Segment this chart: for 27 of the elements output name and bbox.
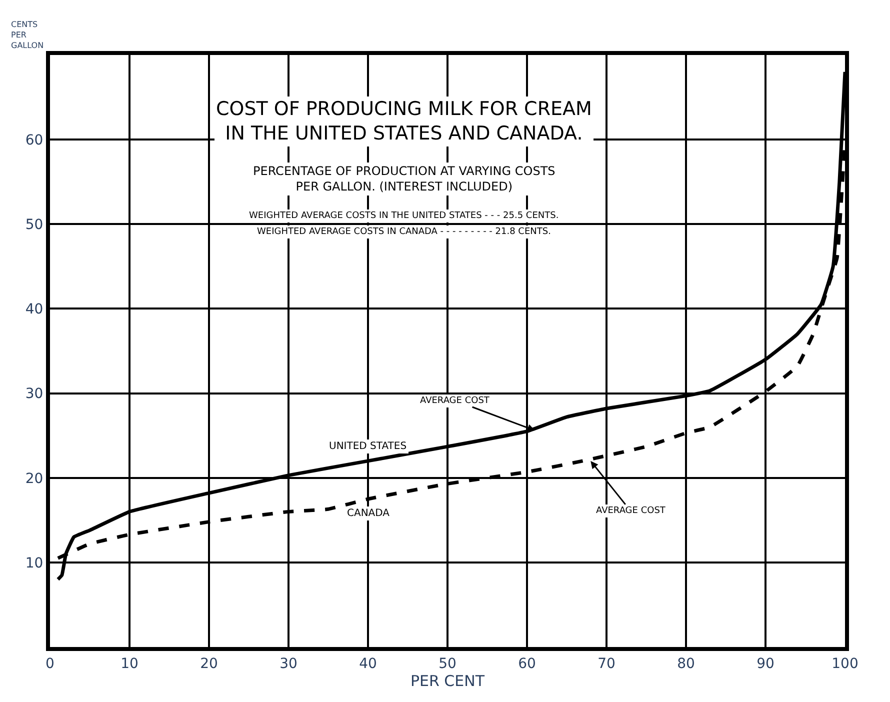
annotation: AVERAGE COST bbox=[420, 396, 490, 406]
x-tick-label: 100 bbox=[832, 656, 858, 672]
x-tick-label: 30 bbox=[280, 656, 298, 672]
y-tick-label: 40 bbox=[25, 302, 44, 318]
y-tick-label: 30 bbox=[25, 386, 44, 402]
x-axis-title: PER CENT bbox=[410, 672, 486, 690]
x-tick-label: 20 bbox=[200, 656, 218, 672]
series-label: CANADA bbox=[347, 508, 390, 519]
y-tick-label: 10 bbox=[25, 555, 44, 572]
x-tick-label: 0 bbox=[46, 656, 54, 672]
x-tick-label: 80 bbox=[677, 656, 695, 672]
x-tick-label: 90 bbox=[756, 656, 774, 672]
x-tick-label: 50 bbox=[438, 656, 456, 672]
x-tick-label: 60 bbox=[518, 656, 536, 672]
x-tick-label: 70 bbox=[598, 656, 616, 672]
y-tick-label: 20 bbox=[25, 470, 44, 487]
annotation: WEIGHTED AVERAGE COSTS IN CANADA - - - - - - - - - 21.8 CENTS. bbox=[257, 227, 551, 237]
annotation: WEIGHTED AVERAGE COSTS IN THE UNITED STATES - - - 25.5 CENTS. bbox=[249, 211, 559, 221]
x-tick-label: 10 bbox=[120, 656, 138, 672]
x-tick-label: 40 bbox=[359, 656, 377, 672]
text: COST OF PRODUCING MILK FOR CREAM IN THE UNITED STATES AND CANADA. bbox=[216, 98, 592, 145]
y-tick-label: 50 bbox=[25, 217, 44, 234]
text: PERCENTAGE OF PRODUCTION AT VARYING COSTS PER GALLON. (INTEREST INCLUDED) bbox=[253, 164, 556, 194]
series-label: UNITED STATES bbox=[329, 441, 407, 452]
y-axis-title: CENTS PER GALLON bbox=[11, 20, 44, 50]
annotation: AVERAGE COST bbox=[596, 506, 666, 516]
y-tick-label: 60 bbox=[25, 132, 44, 148]
